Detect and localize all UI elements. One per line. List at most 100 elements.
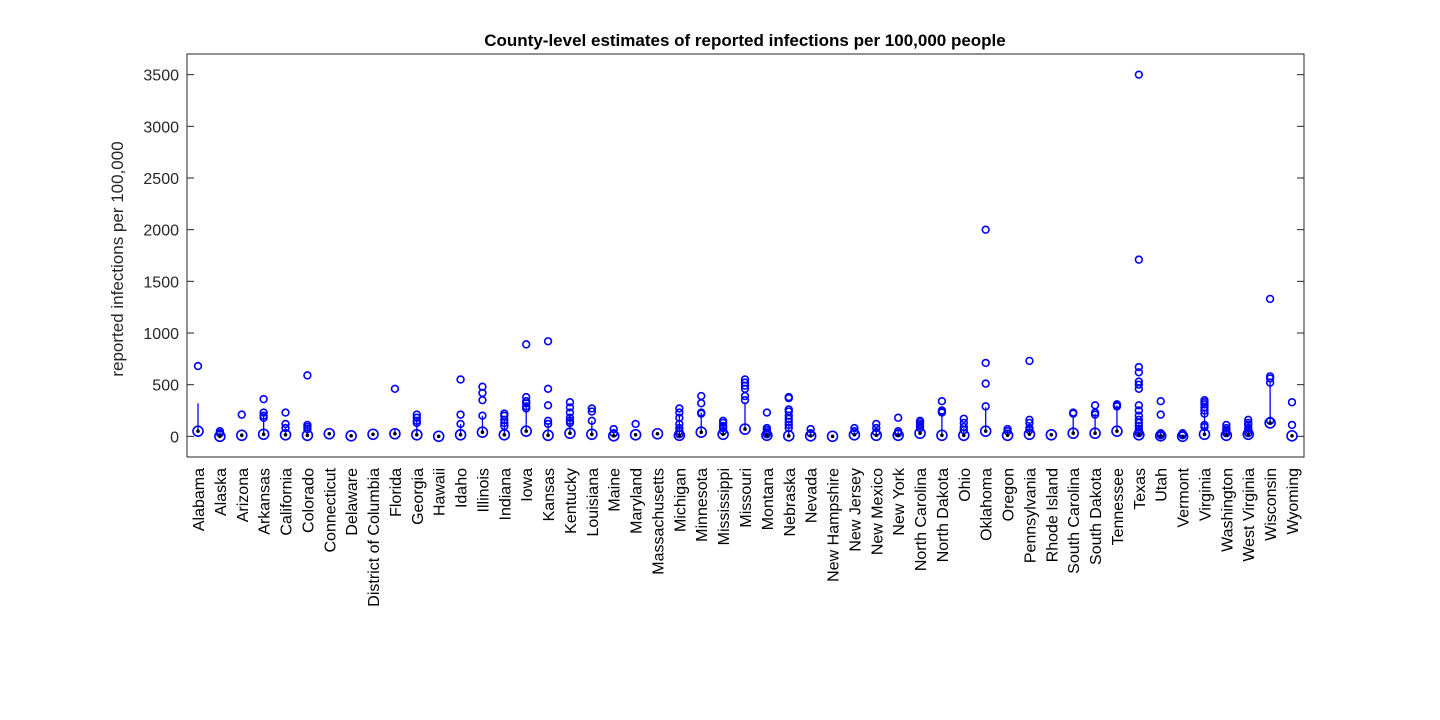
median-ring [892, 429, 904, 442]
median-dot [699, 430, 704, 435]
median-dot [918, 431, 922, 436]
median-dot [1027, 432, 1032, 437]
x-category-label: Hawaii [432, 468, 449, 516]
x-category-label: North Dakota [935, 468, 952, 562]
y-axis: 0 500 1000 1500 2000 2500 3000 3500 [143, 68, 1304, 446]
x-category-label: New Jersey [847, 468, 864, 552]
median-dot [1115, 429, 1119, 433]
outlier-marker [1200, 406, 1209, 415]
median-dot [830, 434, 835, 439]
median-ring [914, 427, 926, 440]
x-category-label: West Virginia [1241, 468, 1258, 562]
y-tick-label: 1500 [143, 274, 179, 291]
x-category-label: Kentucky [563, 468, 580, 534]
outlier-marker [281, 408, 290, 417]
outlier-marker [806, 424, 815, 434]
y-tick-label: 0 [170, 429, 179, 446]
median-ring [1045, 428, 1058, 441]
median-ring [214, 430, 226, 443]
outlier-marker [303, 371, 312, 380]
x-category-label: District of Columbia [366, 468, 383, 607]
median-ring [410, 428, 423, 441]
median-dot [940, 433, 944, 438]
median-ring [695, 426, 708, 439]
x-category-label: New Mexico [869, 468, 886, 555]
outlier-marker [1134, 406, 1144, 415]
x-category-label: Vermont [1176, 467, 1193, 527]
median-ring [848, 428, 861, 441]
outlier-marker [456, 410, 465, 419]
plot-area-frame [186, 53, 1305, 458]
median-ring [782, 430, 795, 442]
median-dot [874, 433, 879, 438]
x-category-label: Colorado [300, 468, 317, 533]
x-category-label: Alaska [213, 468, 230, 516]
x-category-label: Minnesota [694, 468, 711, 542]
median-ring [1023, 428, 1036, 441]
outlier-marker [193, 361, 203, 371]
median-dot [218, 434, 222, 439]
outlier-marker [1090, 401, 1100, 410]
x-category-label: Arkansas [257, 468, 274, 535]
x-category-label: Florida [388, 468, 405, 517]
x-category-label: South Carolina [1066, 468, 1083, 574]
outlier-marker [1200, 409, 1209, 418]
outlier-marker [981, 402, 990, 411]
x-category-label: Connecticut [322, 467, 339, 552]
y-tick-label: 2500 [143, 171, 179, 188]
x-category-label: Nebraska [782, 468, 799, 537]
outlier-marker [587, 416, 597, 426]
median-ring [279, 428, 292, 441]
outlier-marker [1134, 384, 1144, 393]
median-ring [345, 430, 357, 442]
median-dot [1246, 432, 1251, 437]
median-ring [498, 428, 511, 441]
outlier-marker [981, 358, 990, 368]
median-dot [458, 432, 463, 437]
median-dot [590, 432, 594, 437]
x-category-label: Texas [1132, 468, 1149, 510]
median-dot [1290, 434, 1294, 438]
outlier-marker [565, 408, 575, 417]
outlier-marker [565, 398, 575, 407]
median-ring [1242, 428, 1255, 441]
x-category-label: Michigan [672, 468, 689, 532]
outlier-marker [959, 414, 968, 423]
outlier-marker [1265, 294, 1275, 304]
outlier-marker [981, 379, 990, 388]
median-dot [1071, 431, 1075, 436]
x-category-label: North Carolina [913, 468, 930, 571]
outlier-marker [937, 408, 947, 417]
outlier-marker [521, 340, 531, 349]
x-category-label: Pennsylvania [1022, 468, 1039, 563]
median-dot [852, 432, 857, 437]
x-category-label: Tennessee [1110, 468, 1127, 545]
x-category-label: New York [891, 467, 908, 536]
x-category-label: South Dakota [1088, 468, 1105, 565]
median-dot [1268, 421, 1272, 425]
outlier-marker [718, 418, 728, 428]
median-ring [673, 429, 686, 442]
x-category-label: Illinois [475, 468, 492, 512]
median-ring [1111, 425, 1123, 437]
outlier-marker [521, 399, 531, 408]
median-dot [743, 427, 747, 431]
outlier-marker [718, 423, 728, 433]
outlier-marker [500, 418, 509, 428]
chart-title: County-level estimates of reported infec… [484, 31, 1006, 50]
median-dot [808, 434, 813, 438]
median-ring [1198, 428, 1211, 441]
median-dot [1093, 431, 1097, 436]
x-category-label: Montana [760, 468, 777, 530]
x-category-label: Mississippi [716, 468, 733, 545]
median-ring [651, 427, 664, 440]
outlier-marker [609, 424, 618, 434]
outlier-marker [281, 423, 290, 433]
outlier-marker [697, 409, 706, 418]
median-dot [196, 429, 200, 433]
outlier-marker [1156, 431, 1165, 440]
median-ring [1264, 417, 1276, 429]
outlier-marker [697, 391, 706, 401]
median-dot [524, 429, 528, 433]
